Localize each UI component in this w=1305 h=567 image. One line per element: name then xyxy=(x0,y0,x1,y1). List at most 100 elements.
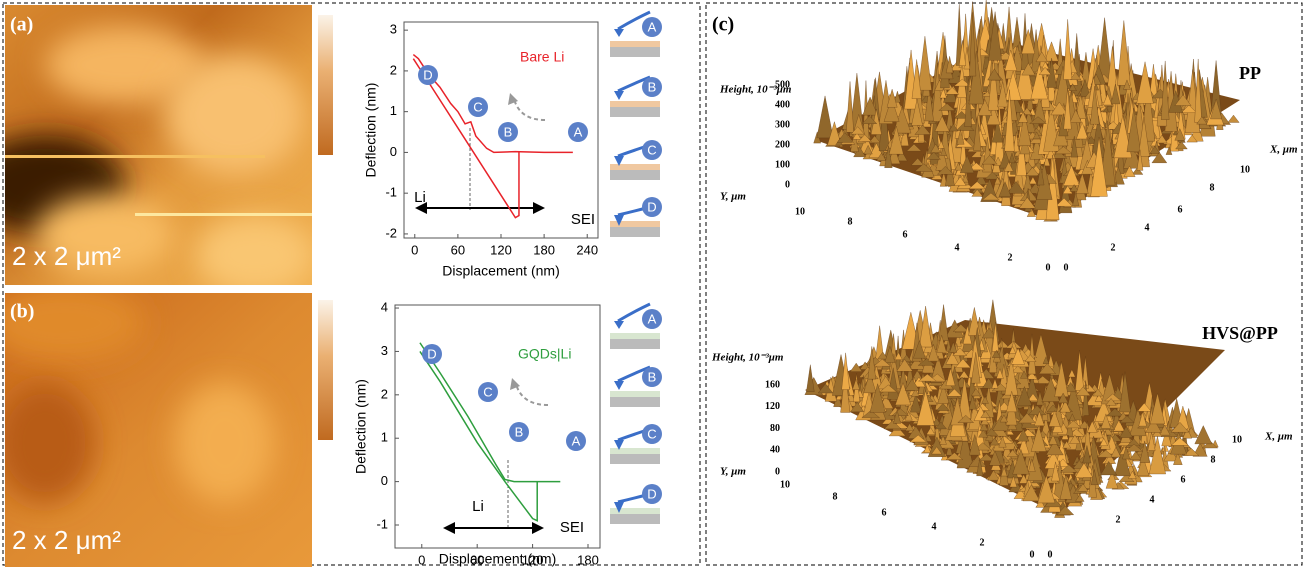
surface-spike xyxy=(1059,399,1071,413)
state-label: B xyxy=(648,369,657,384)
surface-spike xyxy=(1125,443,1144,452)
y-tick-label: 4 xyxy=(381,299,388,314)
x-tick-label: 4 xyxy=(1145,222,1150,233)
surface-spike xyxy=(981,327,997,339)
surface-spike xyxy=(958,370,970,379)
legend-label: Bare Li xyxy=(520,49,564,65)
surface-spike xyxy=(1077,483,1089,492)
state-label: D xyxy=(427,346,436,361)
surface-spike xyxy=(931,417,942,426)
surface-spike xyxy=(894,352,903,360)
surface-spike xyxy=(949,341,958,353)
surface-spike xyxy=(1008,152,1016,164)
film xyxy=(610,508,660,514)
x-tick-label: 120 xyxy=(522,552,544,567)
y-tick-label: 0 xyxy=(390,144,397,159)
surface-spike xyxy=(1021,107,1033,115)
surface-spike xyxy=(1170,437,1189,446)
surface-spike xyxy=(1027,393,1039,401)
y-tick-label: 1 xyxy=(390,103,397,118)
tip xyxy=(614,91,624,100)
surface-spike xyxy=(1075,494,1085,502)
surface-spike xyxy=(1068,83,1077,91)
surface-spike xyxy=(918,36,932,91)
x-tick-label: 2 xyxy=(1116,514,1121,525)
surface-spike xyxy=(1050,151,1068,159)
surface-spike xyxy=(1161,427,1172,447)
surface-spike xyxy=(970,388,982,397)
surface-spike xyxy=(1026,207,1036,217)
y-axis-label: Deflection (nm) xyxy=(353,379,369,474)
surface-spike xyxy=(1013,131,1020,152)
surface-spike xyxy=(1046,147,1056,159)
surface-spike xyxy=(938,304,949,341)
afm-image-a xyxy=(5,5,333,285)
surface-spike xyxy=(991,321,999,352)
state-marker xyxy=(642,17,662,37)
surface-spike xyxy=(1028,176,1037,185)
state-marker xyxy=(642,77,662,97)
y-tick-label: 3 xyxy=(381,343,388,358)
schematic: D xyxy=(610,484,662,524)
surface-spike xyxy=(988,56,999,111)
surface-spike xyxy=(862,96,878,116)
surface-spike xyxy=(857,134,872,142)
arrow-head xyxy=(443,522,544,534)
surface-spike xyxy=(1194,425,1213,445)
panel-frame xyxy=(705,2,1303,566)
substrate xyxy=(610,339,660,349)
surface-spike xyxy=(1180,104,1198,113)
surface-spike xyxy=(910,158,925,166)
surface-spike xyxy=(1074,462,1094,478)
y-tick-label: 6 xyxy=(882,507,887,518)
x-tick-label: 120 xyxy=(490,242,512,257)
surface-spike xyxy=(1094,393,1104,402)
y-tick-label: 0 xyxy=(1030,549,1035,560)
surface-spike xyxy=(976,458,984,477)
surface-spike xyxy=(894,90,901,103)
surface-spike xyxy=(1174,128,1186,141)
surface-spike xyxy=(952,324,969,332)
surface-spike xyxy=(1110,446,1122,458)
surface-spike xyxy=(1183,448,1200,456)
state-marker xyxy=(566,431,586,451)
schematic: B xyxy=(610,75,662,117)
surface-spike xyxy=(911,388,920,397)
surface-spike xyxy=(981,396,989,404)
surface-spike xyxy=(1150,393,1165,425)
surface-spike xyxy=(919,306,932,348)
surface-spike xyxy=(1075,350,1085,391)
x-axis-label: Displacement (nm) xyxy=(439,551,556,567)
surface-spike xyxy=(914,163,934,172)
scale-label: 2 x 2 μm² xyxy=(12,241,121,271)
surface-spike xyxy=(998,181,1012,197)
surface-spike xyxy=(936,403,950,411)
schematic: C xyxy=(610,424,662,464)
panel-label: (b) xyxy=(10,301,34,323)
z-tick-label: 400 xyxy=(775,99,790,110)
surface-spike xyxy=(1004,89,1015,152)
surface-spike xyxy=(1000,391,1014,399)
surface-spike xyxy=(876,152,887,161)
surface-spike xyxy=(1119,371,1131,413)
surface-spike xyxy=(992,118,1003,143)
surface-spike xyxy=(1038,363,1056,374)
surface-spike xyxy=(1145,418,1162,433)
surface-spike xyxy=(1196,116,1208,125)
surface-spike xyxy=(1045,440,1064,456)
surface-spike xyxy=(816,95,834,139)
schematic: A xyxy=(610,10,662,57)
state-label: C xyxy=(647,426,656,441)
surface-spike xyxy=(1032,333,1050,367)
z-axis-label: Height, 10⁻³μm xyxy=(719,84,792,96)
surface-spike xyxy=(1016,386,1032,406)
substrate xyxy=(610,514,660,524)
surface-spike xyxy=(911,98,923,126)
y-tick-label: 0 xyxy=(1046,262,1051,273)
surface-spike xyxy=(945,442,953,456)
motion-arrow-head xyxy=(508,93,518,105)
schematic: D xyxy=(610,197,662,237)
tip xyxy=(614,321,624,329)
surface-spike xyxy=(867,346,876,380)
y-tick-label: 1 xyxy=(381,430,388,445)
